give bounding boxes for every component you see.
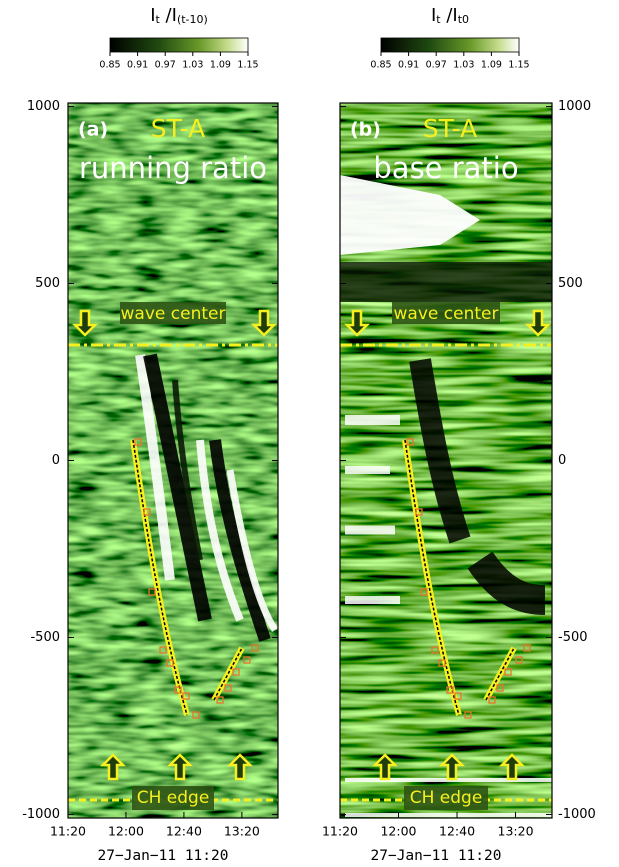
y-tick-label: 500 (558, 276, 583, 291)
colorbar (381, 38, 519, 52)
x-tick-label: 12:00 (108, 824, 144, 839)
x-tick-label: 12:40 (439, 824, 475, 839)
colorbar-tick-label: 0.91 (398, 60, 419, 71)
x-tick-label: 13:20 (498, 824, 534, 839)
colorbar-tick-label: 0.85 (99, 60, 120, 71)
y-tick-label: 0 (52, 453, 60, 468)
colorbar-tick-label: 0.91 (127, 60, 148, 71)
colorbar-tick-label: 1.03 (182, 60, 203, 71)
annotation: wave center (394, 304, 499, 324)
panel-title: ST-A (151, 114, 205, 143)
y-tick-label: -1000 (558, 807, 596, 822)
panel-subtitle: base ratio (373, 151, 518, 185)
colorbar-title-sub: (t-10) (177, 13, 208, 26)
panel-label: (a) (78, 119, 108, 141)
annotation: wave center (121, 304, 226, 324)
colorbar-title-sub: t0 (458, 13, 469, 26)
panel-image: wave center CH edge (68, 103, 278, 818)
y-tick-label: 1000 (27, 99, 60, 114)
annotation: CH edge (137, 788, 210, 808)
x-tick-label: 11:20 (50, 824, 86, 839)
y-tick-label: -500 (30, 630, 60, 645)
y-tick-label: 0 (558, 453, 566, 468)
colorbar-title: It /I(t-10) (150, 5, 208, 26)
colorbar-tick-label: 0.97 (426, 60, 447, 71)
panel-label: (b) (350, 119, 381, 141)
colorbar-tick-label: 1.15 (508, 60, 529, 71)
colorbar-tick-label: 0.97 (155, 60, 176, 71)
panel-image: wave center CH edge (340, 103, 552, 818)
panel-title: ST-A (423, 114, 477, 143)
colorbar-tick-label: 1.03 (453, 60, 474, 71)
colorbar-tick-label: 1.09 (210, 60, 231, 71)
colorbar-tick-label: 1.09 (481, 60, 502, 71)
figure: It /I(t-10) 0.85 0.91 0.97 1.03 1.09 1.15 wave … (0, 0, 619, 867)
x-tick-label: 13:20 (224, 824, 260, 839)
x-axis-label: 27−Jan−11 11:20 (371, 848, 502, 864)
y-tick-label: 1000 (558, 99, 591, 114)
y-tick-label: -500 (558, 630, 588, 645)
colorbar-title: It /It0 (431, 5, 469, 26)
y-tick-label: -1000 (22, 807, 60, 822)
colorbar-tick-label: 0.85 (370, 60, 391, 71)
x-axis-label: 27−Jan−11 11:20 (98, 848, 229, 864)
image-streak (340, 262, 552, 302)
annotation: CH edge (410, 788, 483, 808)
x-tick-label: 12:40 (166, 824, 202, 839)
y-tick-label: 500 (35, 276, 60, 291)
x-tick-label: 12:00 (380, 824, 416, 839)
colorbar (110, 38, 248, 52)
panel-subtitle: running ratio (79, 151, 267, 185)
colorbar-title-main: /I (441, 5, 458, 26)
colorbar-title-main: /I (160, 5, 177, 26)
colorbar-tick-label: 1.15 (237, 60, 258, 71)
x-tick-label: 11:20 (322, 824, 358, 839)
